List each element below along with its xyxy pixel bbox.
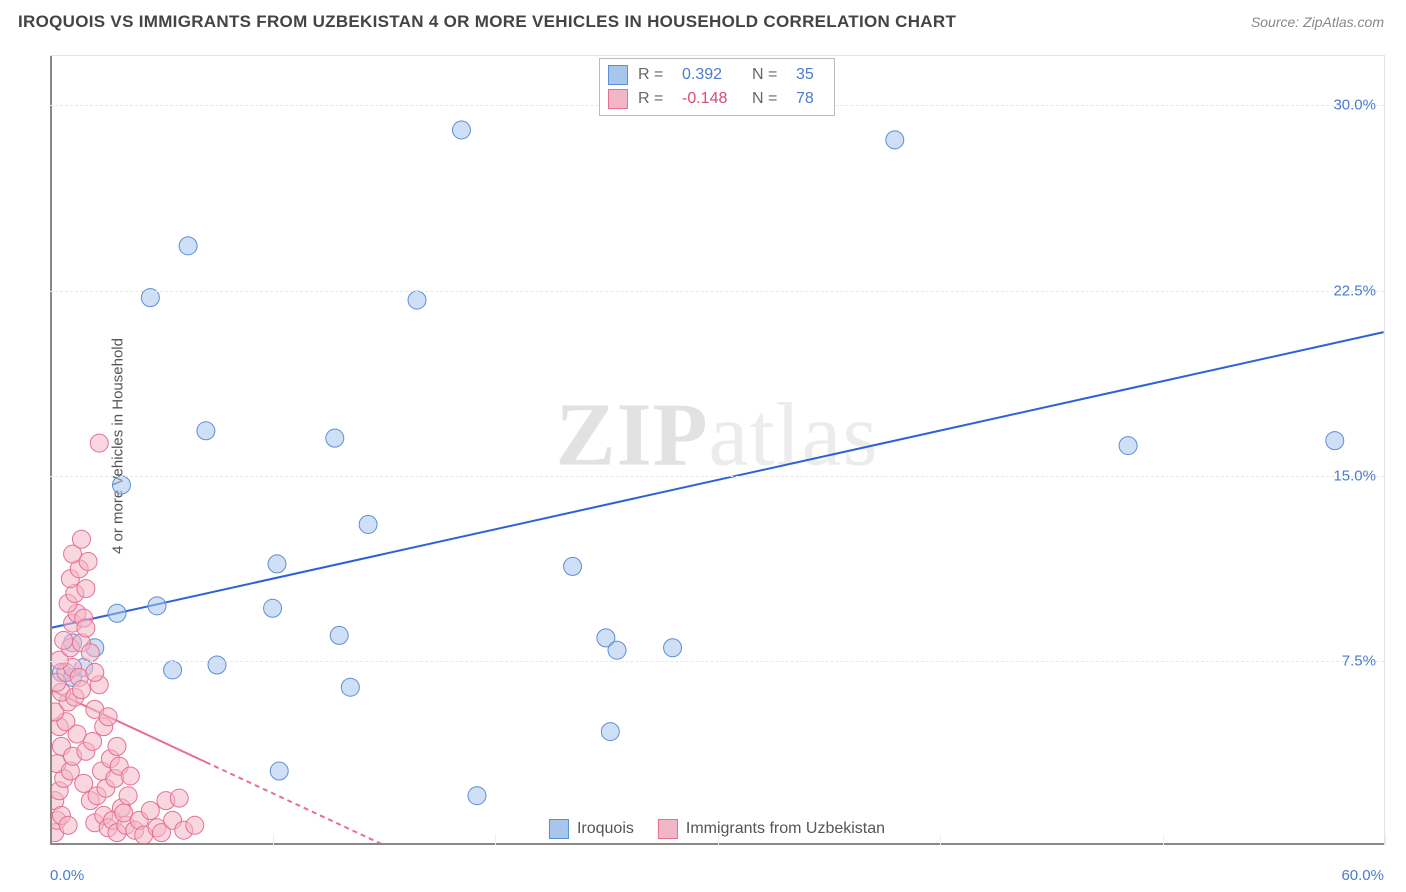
x-axis-min-label: 0.0% — [50, 867, 84, 884]
data-point — [84, 732, 102, 750]
legend-item-uzbekistan: Immigrants from Uzbekistan — [658, 819, 885, 839]
data-point — [326, 429, 344, 447]
data-point — [77, 580, 95, 598]
legend-item-iroquois: Iroquois — [549, 819, 634, 839]
scatter-svg — [50, 56, 1384, 845]
gridline-horizontal — [50, 661, 1384, 662]
n-value-iroquois: 35 — [796, 63, 824, 87]
data-point — [179, 237, 197, 255]
data-point — [886, 131, 904, 149]
gridline-horizontal — [50, 291, 1384, 292]
data-point — [164, 661, 182, 679]
data-point — [564, 557, 582, 575]
data-point — [170, 789, 188, 807]
gridline-vertical — [940, 834, 941, 846]
legend-label-iroquois: Iroquois — [577, 820, 634, 838]
legend-row-uzbekistan: R = -0.148 N = 78 — [608, 87, 824, 111]
y-axis — [50, 56, 52, 845]
data-point — [77, 619, 95, 637]
data-point — [72, 530, 90, 548]
data-point — [452, 121, 470, 139]
data-point — [55, 631, 73, 649]
data-point — [141, 801, 159, 819]
data-point — [1326, 432, 1344, 450]
gridline-vertical — [1163, 834, 1164, 846]
data-point — [408, 291, 426, 309]
data-point — [270, 762, 288, 780]
data-point — [112, 476, 130, 494]
source-attribution: Source: ZipAtlas.com — [1251, 14, 1384, 30]
data-point — [119, 787, 137, 805]
data-point — [608, 641, 626, 659]
data-point — [186, 816, 204, 834]
data-point — [359, 515, 377, 533]
data-point — [601, 723, 619, 741]
data-point — [341, 678, 359, 696]
y-tick-label: 7.5% — [1342, 652, 1376, 669]
gridline-vertical — [273, 834, 274, 846]
correlation-legend: R = 0.392 N = 35 R = -0.148 N = 78 — [599, 58, 835, 116]
trendline-iroquois — [50, 332, 1383, 628]
data-point — [59, 816, 77, 834]
data-point — [197, 422, 215, 440]
data-point — [108, 604, 126, 622]
swatch-iroquois — [608, 65, 628, 85]
data-point — [99, 708, 117, 726]
y-tick-label: 15.0% — [1333, 467, 1376, 484]
data-point — [468, 787, 486, 805]
legend-row-iroquois: R = 0.392 N = 35 — [608, 63, 824, 87]
n-value-uzbekistan: 78 — [796, 87, 824, 111]
gridline-vertical — [495, 834, 496, 846]
chart-plot-area: ZIPatlas R = 0.392 N = 35 R = -0.148 N =… — [50, 55, 1385, 845]
y-tick-label: 30.0% — [1333, 97, 1376, 114]
data-point — [664, 639, 682, 657]
data-point — [90, 434, 108, 452]
series-legend: Iroquois Immigrants from Uzbekistan — [549, 819, 885, 839]
r-value-uzbekistan: -0.148 — [682, 87, 742, 111]
data-point — [81, 644, 99, 662]
chart-title: IROQUOIS VS IMMIGRANTS FROM UZBEKISTAN 4… — [18, 12, 956, 32]
swatch-uzbekistan-bottom — [658, 819, 678, 839]
data-point — [208, 656, 226, 674]
data-point — [72, 681, 90, 699]
data-point — [79, 552, 97, 570]
data-point — [86, 663, 104, 681]
gridline-vertical — [1385, 834, 1386, 846]
legend-label-uzbekistan: Immigrants from Uzbekistan — [686, 820, 885, 838]
data-point — [1119, 437, 1137, 455]
data-point — [330, 626, 348, 644]
data-point — [148, 597, 166, 615]
swatch-uzbekistan — [608, 89, 628, 109]
y-tick-label: 22.5% — [1333, 282, 1376, 299]
data-point — [108, 737, 126, 755]
data-point — [121, 767, 139, 785]
data-point — [268, 555, 286, 573]
r-value-iroquois: 0.392 — [682, 63, 742, 87]
x-axis-max-label: 60.0% — [1341, 867, 1384, 884]
data-point — [264, 599, 282, 617]
gridline-horizontal — [50, 476, 1384, 477]
trendline-dashed — [206, 762, 384, 845]
swatch-iroquois-bottom — [549, 819, 569, 839]
